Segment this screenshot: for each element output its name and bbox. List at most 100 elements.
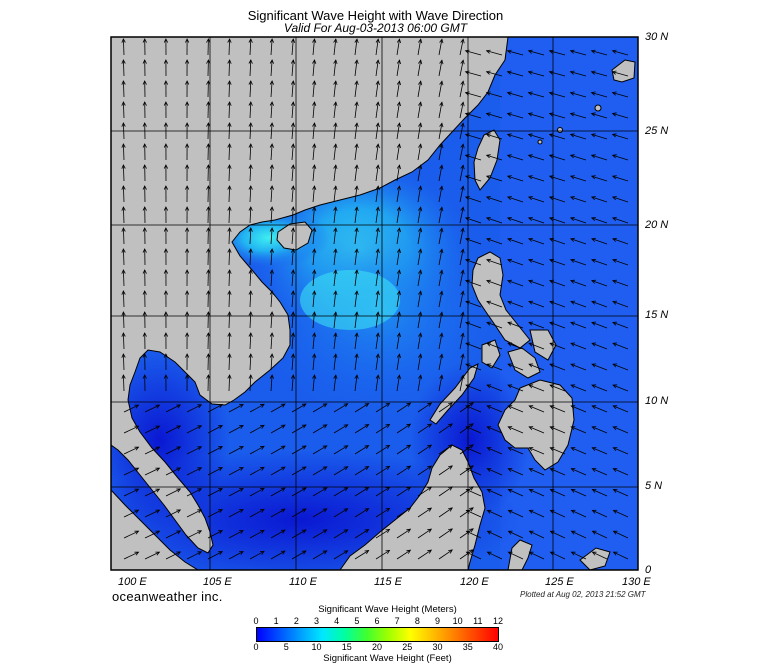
lon-label-110e: 110 E — [289, 576, 317, 588]
wave-arrow-head — [528, 363, 534, 368]
wave-arrow-head — [121, 185, 126, 190]
wave-arrow-head — [142, 101, 147, 106]
wave-arrow — [249, 550, 265, 560]
wave-arrow — [591, 259, 608, 266]
wave-arrow — [570, 71, 587, 77]
wave-arrow — [549, 92, 566, 98]
wave-arrow — [375, 403, 390, 413]
wave-arrow — [591, 92, 608, 98]
wave-arrow-head — [418, 38, 423, 44]
wave-arrow-head — [439, 332, 444, 338]
lon-label-125e: 125 E — [545, 576, 574, 588]
wave-arrow — [291, 123, 294, 140]
wave-arrow — [375, 60, 379, 77]
wave-arrow-head — [142, 269, 147, 274]
wave-arrow — [570, 196, 587, 203]
wave-arrow-head — [142, 164, 147, 169]
wave-arrow — [291, 60, 294, 77]
wave-arrow — [333, 123, 337, 140]
wave-arrow — [333, 249, 337, 266]
wave-arrow — [396, 402, 411, 413]
wave-arrow — [291, 466, 307, 476]
wave-arrow-head — [301, 529, 307, 534]
wave-arrow-head — [176, 551, 182, 556]
wave-arrow — [312, 445, 328, 455]
wave-arrow-head — [290, 311, 296, 316]
wave-arrow — [123, 164, 125, 182]
wave-arrow — [612, 196, 629, 203]
wave-arrow — [508, 447, 524, 455]
wave-arrow — [312, 508, 328, 518]
wave-arrow-head — [163, 290, 169, 295]
wave-arrow-head — [134, 404, 140, 409]
wave-arrow-head — [333, 122, 338, 128]
meter-tick-4: 4 — [334, 616, 340, 626]
wave-arrow — [144, 446, 160, 455]
wave-arrow-head — [396, 332, 401, 338]
wave-arrow — [207, 551, 223, 560]
wave-arrow — [354, 445, 369, 455]
wave-arrow — [459, 486, 474, 497]
wave-arrow — [438, 144, 443, 161]
wave-arrow — [291, 144, 294, 161]
wave-arrow — [459, 60, 464, 77]
land-luzon — [471, 251, 531, 349]
wave-arrow-head — [121, 332, 126, 337]
wave-arrow-head — [570, 405, 576, 410]
wave-arrow — [123, 206, 125, 224]
wave-arrow-head — [460, 311, 465, 317]
wave-arrow-head — [469, 486, 474, 491]
wave-arrow-head — [418, 59, 423, 65]
wave-arrow-head — [280, 424, 286, 429]
wave-arrow-head — [465, 447, 471, 451]
wave-arrow-head — [612, 509, 618, 514]
wave-arrow-head — [163, 374, 169, 379]
wave-arrow — [570, 92, 587, 98]
wave-arrow-head — [155, 530, 161, 535]
wave-direction-arrows — [121, 38, 629, 560]
wave-arrow-head — [507, 530, 513, 535]
wave-arrow — [270, 508, 286, 518]
wave-arrow — [375, 529, 390, 539]
wave-arrow-head — [163, 206, 169, 211]
wave-arrow-head — [290, 374, 296, 379]
wave-arrow-head — [439, 164, 444, 170]
wave-arrow-head — [354, 311, 359, 317]
wave-arrow — [333, 207, 337, 224]
lat-label-10n: 10 N — [645, 395, 669, 407]
wave-arrow-head — [465, 237, 470, 242]
wave-arrow — [270, 143, 273, 161]
wave-arrow — [487, 489, 503, 497]
wave-arrow — [459, 207, 464, 224]
wave-arrow-head — [333, 374, 338, 380]
wave-arrow-head — [486, 342, 492, 347]
wave-arrow — [417, 291, 422, 308]
wave-arrow-head — [464, 91, 470, 96]
wave-arrow — [123, 425, 139, 434]
wave-arrow — [375, 550, 390, 560]
feet-tick-5: 5 — [283, 642, 289, 652]
wave-arrow — [528, 71, 545, 77]
wave-arrow — [571, 530, 587, 539]
wave-arrow-head — [507, 426, 513, 431]
wave-arrow — [613, 447, 629, 455]
wave-arrow-head — [570, 384, 576, 389]
wave-arrow-head — [612, 489, 618, 493]
wave-arrow — [529, 510, 545, 518]
wave-arrow-head — [134, 467, 140, 472]
wave-arrow — [396, 549, 411, 560]
wave-arrow — [549, 342, 566, 350]
wave-arrow-head — [333, 353, 338, 359]
ocean-high-center — [300, 270, 400, 330]
wave-arrow — [459, 354, 464, 371]
wave-arrow — [333, 186, 337, 203]
wave-arrow — [333, 487, 348, 497]
wave-arrow-head — [206, 80, 211, 85]
wave-arrow — [438, 270, 443, 287]
wave-arrow-head — [612, 279, 617, 284]
wave-arrow-head — [218, 404, 224, 409]
wave-arrow — [228, 509, 244, 518]
wave-arrow-head — [570, 530, 576, 535]
wave-arrow-head — [269, 353, 274, 358]
wave-arrow — [249, 353, 252, 371]
